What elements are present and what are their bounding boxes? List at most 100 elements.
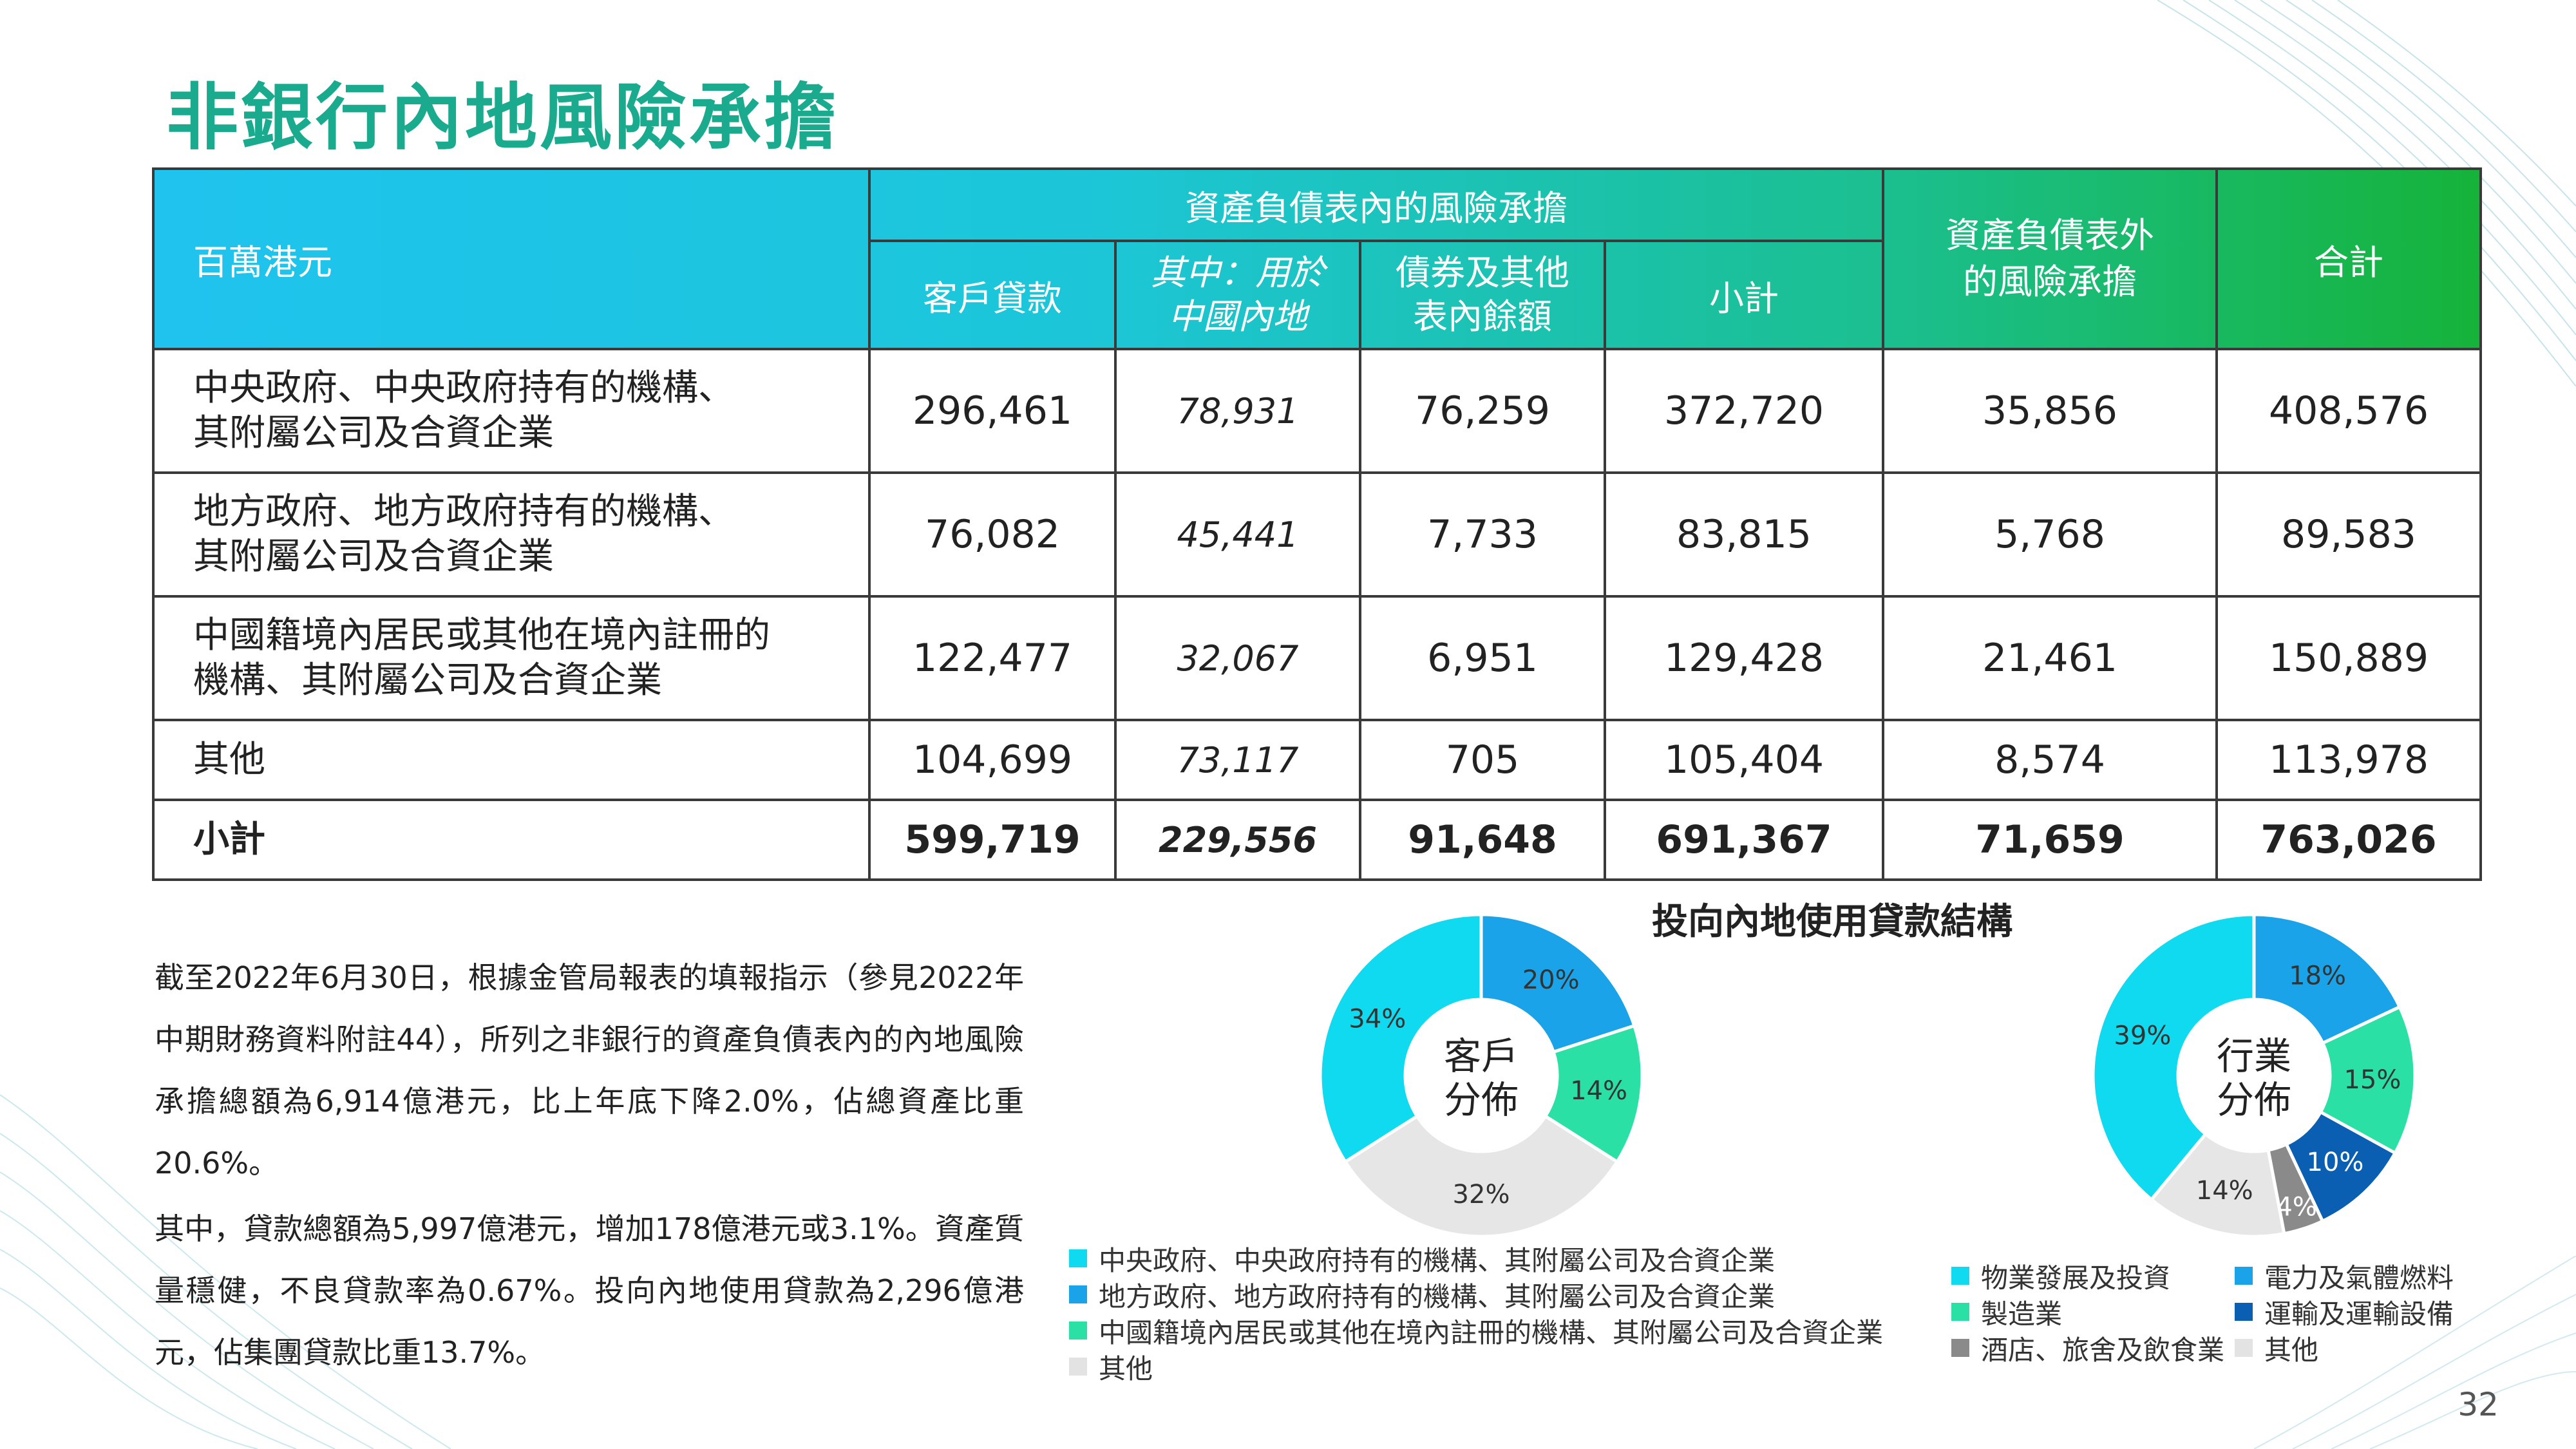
cell-value: 705 [1359,719,1606,801]
cell-value: 73,117 [1114,719,1361,801]
legend-label: 其他 [1099,1352,1153,1385]
cell-value: 6,951 [1359,595,1606,721]
slice-label: 20% [1522,965,1580,995]
cell-value: 83,815 [1604,471,1884,598]
legend-swatch [2235,1267,2253,1285]
row-label: 中央政府、中央政府持有的機構、 其附屬公司及合資企業 [152,348,871,474]
legend-item: 製造業 [1951,1294,2235,1330]
table-row: 中國籍境內居民或其他在境內註冊的 機構、其附屬公司及合資企業 122,477 32,… [152,595,2482,721]
donut-slice [1318,913,1483,1164]
cell-value: 76,259 [1359,348,1606,474]
row-label: 小計 [152,799,871,881]
cell-value: 5,768 [1882,471,2218,598]
legend-item: 電力及氣體燃料 [2235,1258,2479,1294]
page-title: 非銀行內地風險承擔 [166,76,838,160]
header-unit: 百萬港元 [152,167,871,350]
donut-center-label: 分佈 [1444,1078,1519,1122]
cell-value: 35,856 [1882,348,2218,474]
legend-label: 酒店、旅舍及飲食業 [1981,1334,2225,1366]
legend-item: 酒店、旅舍及飲食業 [1951,1330,2235,1366]
legend-swatch [1069,1249,1087,1267]
cell-value: 45,441 [1114,471,1361,598]
cell-value: 122,477 [868,595,1117,721]
slice-label: 10% [2307,1148,2364,1177]
header-bonds-other: 債券及其他 表內餘額 [1359,240,1606,350]
header-total: 合計 [2215,167,2482,350]
legend-swatch [1951,1303,1969,1321]
legend-label: 運輸及運輸設備 [2264,1298,2454,1330]
legend-swatch [2235,1303,2253,1321]
legend-item: 運輸及運輸設備 [2235,1294,2479,1330]
slice-label: 4% [2276,1193,2316,1222]
legend-item: 其他 [1069,1349,1883,1385]
cell-value: 372,720 [1604,348,1884,474]
cell-value: 21,461 [1882,595,2218,721]
header-off-balance-sheet: 資產負債表外 的風險承擔 [1882,167,2218,350]
slice-label: 15% [2344,1065,2401,1095]
cell-value: 229,556 [1114,799,1361,881]
cell-value: 105,404 [1604,719,1884,801]
header-bonds-other-text: 債券及其他 表內餘額 [1396,252,1569,337]
legend-swatch [1951,1267,1969,1285]
table-row: 小計 599,719 229,556 91,648 691,367 71,659 763,0… [152,799,2482,881]
cell-value: 7,733 [1359,471,1606,598]
cell-value: 71,659 [1882,799,2218,881]
cell-value: 32,067 [1114,595,1361,721]
table-row: 其他 104,699 73,117 705 105,404 8,574 113,978 [152,719,2482,801]
slice-label: 34% [1349,1004,1406,1034]
header-of-which-mainland-text: 其中：用於 中國內地 [1151,252,1325,337]
donut-center-label: 客戶 [1444,1034,1519,1078]
pie-section-title: 投向內地使用貸款結構 [1652,901,2012,943]
exposure-table: 百萬港元 資產負債表內的風險承擔 資產負債表外 的風險承擔 合計 客戶貸款 其中… [152,167,2482,881]
cell-value: 129,428 [1604,595,1884,721]
donut-slice [1343,1113,1620,1238]
header-customer-loans: 客戶貸款 [868,240,1117,350]
legend-swatch [2235,1339,2253,1357]
legend-item: 中國籍境內居民或其他在境內註冊的機構、其附屬公司及合資企業 [1069,1312,1883,1349]
donut-center-label: 分佈 [2217,1078,2291,1122]
legend-item: 物業發展及投資 [1951,1258,2235,1294]
legend-label: 其他 [2264,1334,2319,1366]
header-subtotal: 小計 [1604,240,1884,350]
legend-swatch [1069,1358,1087,1376]
legend-label: 中央政府、中央政府持有的機構、其附屬公司及合資企業 [1099,1244,1776,1276]
cell-value: 104,699 [868,719,1117,801]
donut-center-label: 行業 [2217,1034,2291,1078]
legend-label: 地方政府、地方政府持有的機構、其附屬公司及合資企業 [1099,1280,1776,1312]
legend-item: 其他 [2235,1330,2479,1366]
cell-value: 150,889 [2215,595,2482,721]
slice-label: 14% [1570,1076,1627,1106]
cell-value: 91,648 [1359,799,1606,881]
slice-label: 39% [2114,1021,2171,1051]
row-label: 其他 [152,719,871,801]
donut-slice [2252,913,2402,1046]
legend-label: 中國籍境內居民或其他在境內註冊的機構、其附屬公司及合資企業 [1099,1316,1884,1349]
slice-label: 18% [2289,961,2346,991]
donut-slice [2091,913,2256,1202]
header-on-balance-sheet: 資產負債表內的風險承擔 [868,167,1884,242]
cell-value: 78,931 [1114,348,1361,474]
legend-item: 地方政府、地方政府持有的機構、其附屬公司及合資企業 [1069,1276,1883,1312]
legend-swatch [1069,1321,1087,1340]
cell-value: 599,719 [868,799,1117,881]
customer-legend: 中央政府、中央政府持有的機構、其附屬公司及合資企業 地方政府、地方政府持有的機構、… [1069,1240,1883,1385]
cell-value: 296,461 [868,348,1117,474]
table-row: 中央政府、中央政府持有的機構、 其附屬公司及合資企業 296,461 78,931 7… [152,348,2482,474]
legend-label: 製造業 [1981,1298,2063,1330]
paragraph-1: 截至2022年6月30日，根據金管局報表的填報指示（參見2022年中期財務資料附… [155,960,1024,1180]
cell-value: 763,026 [2215,799,2482,881]
donut-slice [1479,913,1636,1054]
donut-slice [2318,1005,2417,1155]
slice-label: 32% [1453,1180,1510,1209]
legend-item: 中央政府、中央政府持有的機構、其附屬公司及合資企業 [1069,1240,1883,1276]
cell-value: 691,367 [1604,799,1884,881]
cell-value: 89,583 [2215,471,2482,598]
legend-label: 物業發展及投資 [1981,1262,2171,1294]
legend-label: 電力及氣體燃料 [2264,1262,2454,1294]
row-label: 地方政府、地方政府持有的機構、 其附屬公司及合資企業 [152,471,871,598]
industry-legend: 物業發展及投資 電力及氣體燃料製造業 運輸及運輸設備酒店、旅舍及飲食業 其他 [1951,1258,2479,1366]
table-row: 地方政府、地方政府持有的機構、 其附屬公司及合資企業 76,082 45,441 7,… [152,471,2482,598]
legend-swatch [1951,1339,1969,1357]
header-off-balance-sheet-text: 資產負債表外 的風險承擔 [1946,215,2154,302]
